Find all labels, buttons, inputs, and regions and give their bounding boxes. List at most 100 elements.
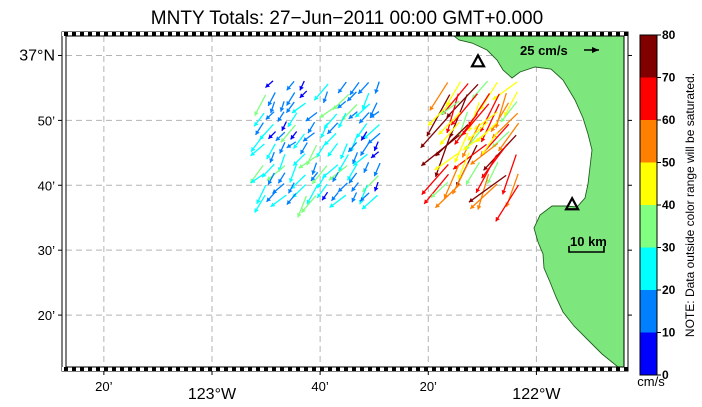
current-vector — [481, 144, 508, 179]
latitude-label: 37°N — [19, 47, 55, 64]
current-vector-head — [462, 152, 467, 158]
current-vector-head — [500, 117, 506, 123]
current-vector-head — [434, 165, 440, 171]
current-vector-head — [495, 216, 500, 222]
current-vector — [475, 154, 498, 194]
current-vector-head — [457, 174, 462, 180]
current-vector-head — [293, 161, 298, 166]
current-vector-head — [470, 204, 475, 209]
current-vector — [457, 152, 470, 180]
colorbar-tick-label: 40 — [662, 198, 676, 212]
current-vector-head — [362, 204, 367, 210]
current-vector-head — [351, 197, 356, 203]
current-vector-head — [299, 85, 304, 91]
current-vector-head — [487, 179, 492, 184]
current-vector — [503, 91, 518, 117]
current-vector-head — [421, 189, 427, 195]
current-vector-head — [265, 83, 270, 88]
latitude-label: 30’ — [38, 243, 55, 258]
current-vector — [500, 101, 518, 123]
current-vector-head — [280, 137, 286, 143]
current-vector-head — [297, 212, 302, 218]
colorbar-segment — [640, 332, 657, 375]
current-vector — [492, 81, 518, 101]
current-vector-head — [308, 128, 313, 134]
current-vector-head — [451, 120, 456, 126]
map-title: MNTY Totals: 27−Jun−2011 00:00 GMT+0.000 — [151, 8, 543, 29]
current-vector-head — [360, 196, 365, 202]
current-vector-head — [303, 136, 308, 142]
longitude-label: 20’ — [95, 379, 112, 394]
longitude-label: 20’ — [420, 379, 437, 394]
current-vector-head — [371, 153, 376, 158]
current-vector-head — [438, 130, 444, 135]
current-vector-head — [254, 110, 259, 116]
current-vector-head — [430, 193, 436, 198]
current-vector — [454, 132, 469, 163]
radar-station-marker — [470, 53, 486, 68]
current-vector-head — [267, 101, 273, 106]
radar-station-marker — [564, 195, 580, 211]
current-vector-head — [337, 103, 343, 109]
colorbar-segment — [640, 162, 657, 205]
colorbar-segment — [640, 120, 657, 163]
current-vector-head — [338, 187, 343, 192]
current-vector — [490, 102, 510, 133]
colorbar-tick-label: 30 — [662, 241, 676, 255]
current-vector — [434, 134, 452, 178]
speed-colorbar: 0 10 20 30 40 50 60 70 80 cm/s NOTE: Data outside … — [637, 28, 697, 389]
current-vector-head — [463, 145, 468, 151]
current-vector-head — [286, 199, 292, 205]
current-vector — [502, 154, 517, 195]
current-vector — [481, 131, 499, 156]
colorbar-segment — [640, 205, 657, 248]
colorbar-segment — [640, 77, 657, 120]
current-vector-head — [363, 168, 368, 173]
velocity-reference-arrow: 25 cm/s — [520, 43, 599, 58]
current-vector-head — [305, 116, 311, 122]
current-vector-head — [367, 139, 373, 144]
current-vector-head — [338, 88, 343, 94]
current-vector-head — [467, 135, 473, 141]
current-vector — [479, 81, 498, 111]
current-vector-head — [374, 89, 379, 94]
colorbar-note: NOTE: Data outside color range will be s… — [683, 73, 697, 337]
current-vector — [441, 83, 469, 116]
current-vector-head — [361, 135, 366, 141]
current-vector-head — [501, 189, 507, 195]
current-vector-head — [480, 137, 486, 142]
longitude-label: 123°W — [188, 386, 237, 403]
colorbar-segment — [640, 247, 657, 290]
current-vector-head — [254, 121, 259, 127]
current-vector — [495, 184, 520, 222]
colorbar-segment — [640, 35, 657, 78]
current-vector-head — [421, 161, 426, 166]
colorbar-tick-label: 10 — [662, 326, 676, 340]
current-vector-head — [348, 178, 354, 184]
current-vector-head — [298, 164, 304, 169]
current-vector — [468, 102, 480, 132]
current-vector-head — [426, 131, 431, 137]
current-vector — [461, 103, 490, 136]
distance-scale-bar: 10 km — [568, 234, 607, 253]
current-vector — [480, 103, 500, 143]
current-vector-head — [440, 140, 445, 145]
current-vector-head — [338, 166, 343, 172]
radar-stations — [470, 53, 580, 211]
current-vector-head — [266, 197, 272, 202]
current-vector-head — [254, 207, 259, 213]
colorbar-tick-label: 60 — [662, 113, 676, 127]
colorbar-tick-label: 50 — [662, 156, 676, 170]
current-vector-head — [320, 133, 325, 139]
scale-bar-line — [568, 246, 605, 253]
current-vector-head — [340, 154, 345, 160]
colorbar-tick-label: 0 — [662, 368, 669, 382]
current-vector — [420, 134, 460, 167]
current-vector-head — [250, 178, 256, 183]
current-vector-head — [288, 188, 293, 194]
current-vector — [423, 173, 449, 205]
current-vector-head — [362, 187, 367, 192]
current-vector-head — [272, 189, 278, 194]
current-vector-head — [319, 113, 325, 118]
